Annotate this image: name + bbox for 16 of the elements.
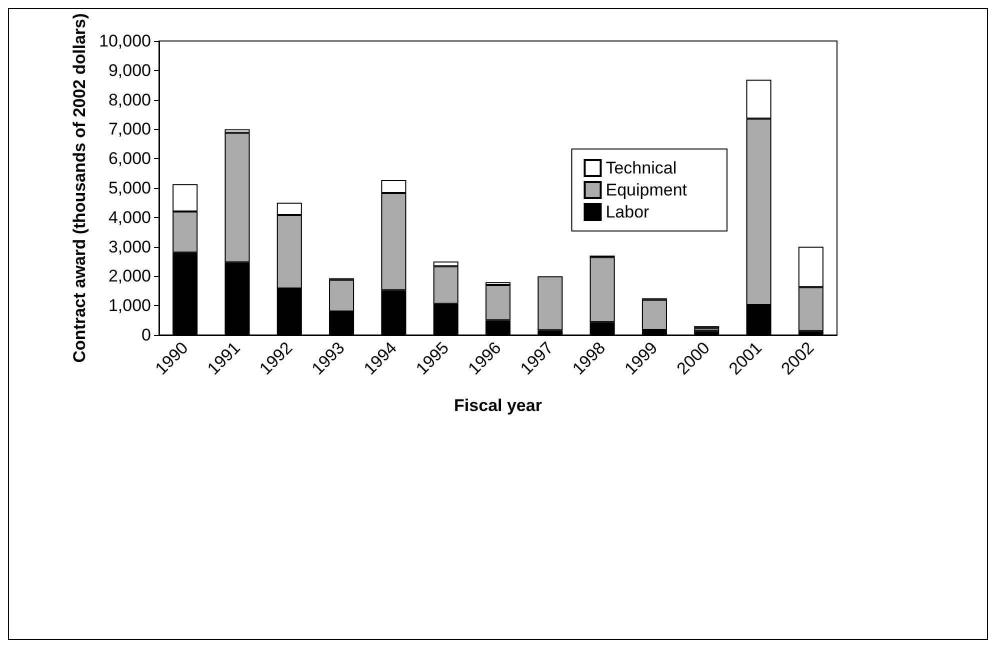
y-axis-title: Contract award (thousands of 2002 dollars) — [70, 13, 90, 363]
y-tick-label: 0 — [142, 326, 151, 344]
y-tick-label: 4,000 — [108, 208, 151, 227]
x-axis-title: Fiscal year — [454, 396, 542, 415]
y-tick-label: 2,000 — [108, 266, 151, 286]
y-tick-label: 10,000 — [99, 32, 151, 50]
legend-label: Labor — [606, 202, 650, 222]
y-tick-label: 5,000 — [108, 178, 151, 198]
y-tick-label: 6,000 — [108, 149, 151, 168]
legend-label: Technical — [606, 158, 677, 178]
legend-label: Equipment — [606, 180, 688, 200]
y-tick-label: 1,000 — [108, 296, 151, 316]
y-tick-label: 3,000 — [108, 237, 151, 256]
y-tick-label: 8,000 — [108, 90, 151, 110]
y-tick-label: 7,000 — [108, 120, 151, 139]
y-tick-label: 9,000 — [108, 60, 151, 80]
